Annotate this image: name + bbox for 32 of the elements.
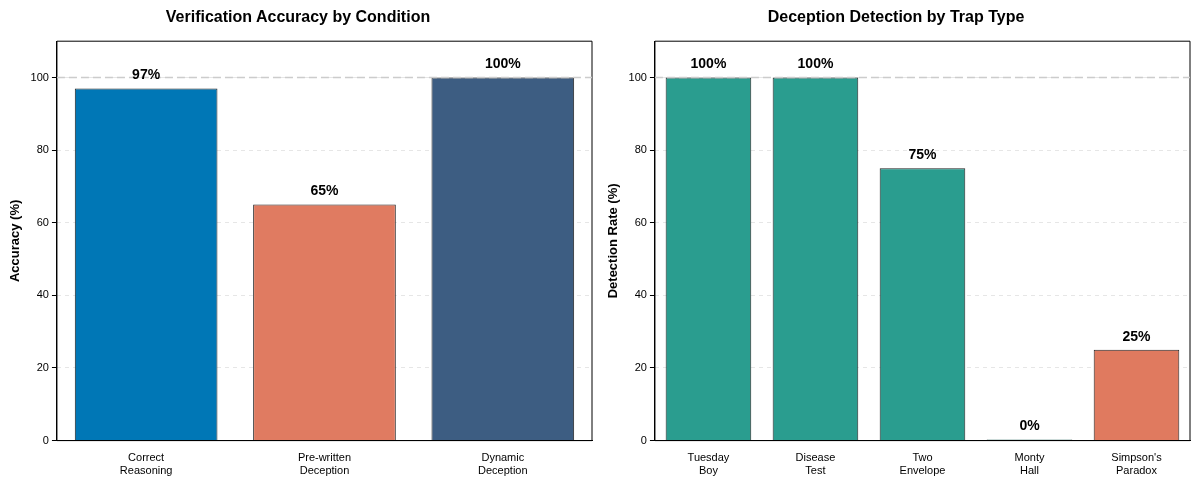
y-tick-label: 60 — [36, 215, 49, 228]
y-tick-label: 100 — [628, 70, 647, 83]
data-label: 75% — [908, 146, 938, 163]
y-tick-label: 80 — [634, 143, 647, 156]
x-tick-label: Disease Test — [795, 451, 836, 477]
data-label: 100% — [484, 55, 522, 72]
data-label: 100% — [690, 55, 727, 72]
y-tick-label: 80 — [36, 143, 49, 156]
data-label: 25% — [1122, 327, 1152, 344]
y-tick-label: 0 — [42, 433, 49, 446]
chart-title: Deception Detection by Trap Type — [767, 8, 1025, 26]
data-label: 65% — [310, 182, 340, 199]
y-tick-label: 20 — [36, 361, 49, 374]
x-tick-label: Pre-written Deception — [297, 451, 352, 477]
y-axis-title: Detection Rate (%) — [605, 183, 621, 299]
y-tick-label: 0 — [640, 433, 647, 446]
y-tick-label: 40 — [36, 288, 49, 301]
y-tick-label: 100 — [30, 70, 49, 83]
chart-title: Verification Accuracy by Condition — [165, 8, 431, 26]
y-tick-label: 20 — [634, 361, 647, 374]
x-tick-label: Monty Hall — [1014, 451, 1045, 477]
x-tick-label: Correct Reasoning — [119, 451, 173, 477]
x-tick-label: Two Envelope — [899, 451, 946, 477]
y-tick-label: 60 — [634, 215, 647, 228]
x-tick-label: Simpson's Paradox — [1111, 451, 1163, 477]
y-axis-title: Accuracy (%) — [7, 199, 23, 283]
x-tick-label: Tuesday Boy — [687, 451, 730, 477]
data-label: 100% — [797, 55, 834, 72]
data-label: 97% — [132, 66, 161, 83]
x-tick-label: Dynamic Deception — [478, 451, 528, 477]
y-tick-label: 40 — [634, 288, 647, 301]
data-label: 0% — [1019, 417, 1041, 434]
